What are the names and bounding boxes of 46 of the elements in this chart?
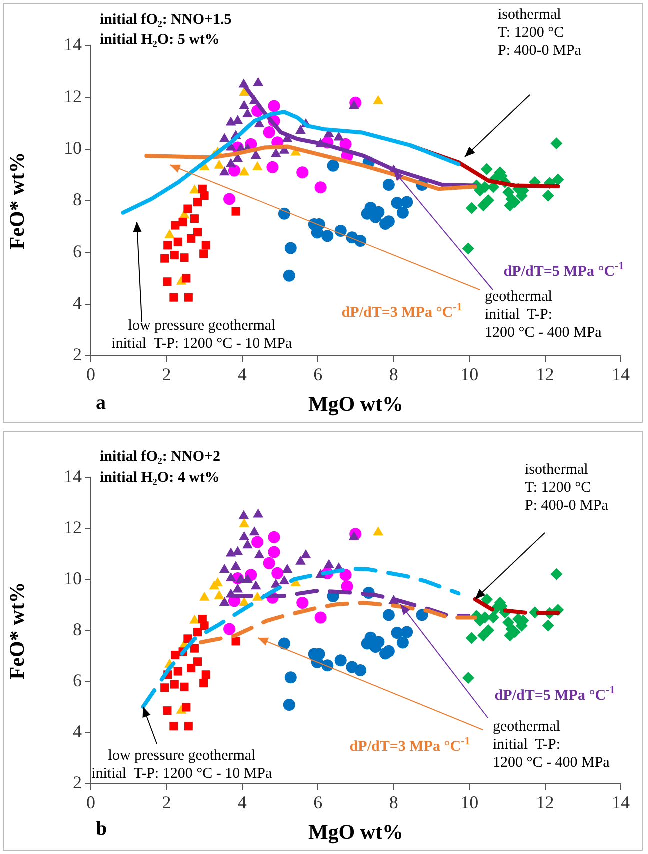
x-tick-label: 8 [389, 792, 398, 813]
x-tick-label: 8 [389, 364, 398, 385]
y-tick-label: 2 [73, 344, 82, 365]
y-tick-label: 6 [73, 241, 82, 262]
annotation: geothermal initial T-P: 1200 °C - 400 MPa [493, 718, 610, 771]
text: initial fO₂: NNO+1.5 [100, 12, 232, 28]
annotation: low pressure geothermal initial T-P: 1200 °C - 10 MPa [92, 748, 273, 782]
text: a [96, 392, 106, 414]
x-tick-label: 10 [460, 364, 479, 385]
annotation: isothermal T: 1200 °C P: 400-0 MPa [525, 462, 609, 514]
y-tick-label: 12 [64, 518, 82, 538]
x-tick-label: 4 [238, 364, 247, 385]
x-tick-label: 2 [162, 792, 172, 813]
y-tick-label: 2 [73, 772, 82, 793]
annotation: initial H₂O: 4 wt% [100, 470, 220, 486]
y-tick-label: 10 [64, 138, 82, 158]
x-tick-label: 0 [86, 792, 96, 813]
x-tick-label: 6 [314, 364, 323, 385]
y-tick-label: 14 [64, 34, 82, 55]
text: b [96, 818, 108, 840]
x-tick-label: 12 [536, 792, 554, 813]
y-tick-label: 14 [64, 466, 82, 487]
x-axis-title: MgO wt% [308, 820, 404, 844]
annotation: low pressure geothermal initial T-P: 1200 °C - 10 MPa [112, 318, 293, 352]
y-axis-title: FeO* wt% [5, 582, 30, 680]
y-tick-label: 10 [64, 568, 82, 589]
y-tick-label: 8 [73, 190, 82, 210]
x-tick-label: 10 [460, 792, 479, 813]
text: initial fO₂: NNO+2 [100, 448, 221, 465]
x-tick-label: 14 [612, 364, 630, 385]
y-tick-label: 8 [73, 620, 82, 640]
annotation: isothermal T: 1200 °C P: 400-0 MPa [498, 6, 582, 59]
x-tick-label: 2 [162, 364, 172, 385]
x-tick-label: 14 [612, 792, 630, 813]
y-tick-label: 4 [73, 722, 82, 742]
x-tick-label: 6 [314, 792, 323, 813]
x-tick-label: 0 [86, 364, 96, 385]
y-tick-label: 12 [64, 86, 82, 106]
y-tick-label: 4 [73, 293, 82, 314]
y-tick-label: 6 [73, 670, 82, 691]
x-tick-label: 4 [238, 792, 247, 813]
annotation: initial H₂O: 5 wt% [100, 32, 220, 48]
x-tick-label: 12 [536, 364, 554, 385]
annotation: geothermal initial T-P: 1200 °C - 400 MPa [485, 288, 602, 341]
x-axis-title: MgO wt% [308, 392, 404, 416]
y-axis-title: FeO* wt% [5, 152, 30, 250]
